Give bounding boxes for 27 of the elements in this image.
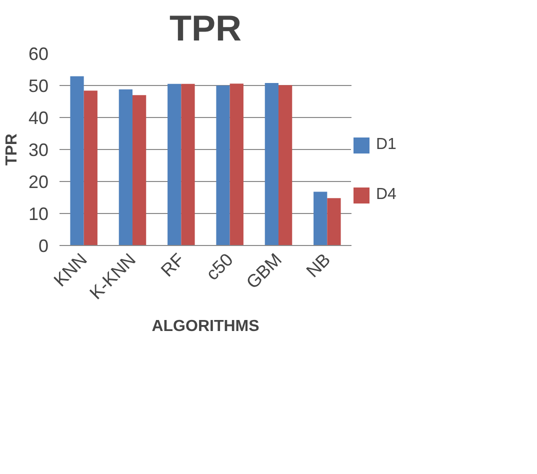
y-tick-label: 60 xyxy=(28,44,49,64)
x-tick-label: RF xyxy=(157,249,188,281)
bar xyxy=(84,90,98,246)
bar xyxy=(216,86,230,246)
x-tick-label: c50 xyxy=(202,249,237,284)
bar xyxy=(118,89,132,246)
bar xyxy=(168,84,182,246)
y-tick-label: 0 xyxy=(38,236,49,256)
legend-label: D1 xyxy=(376,136,396,154)
x-axis-title: ALGORITHMS xyxy=(152,318,260,336)
bar xyxy=(278,85,292,246)
y-tick-label: 40 xyxy=(28,108,49,128)
bar xyxy=(181,84,195,246)
bar xyxy=(230,84,244,246)
bar xyxy=(132,95,146,246)
bar xyxy=(327,198,341,246)
y-axis-title: TPR xyxy=(3,133,20,166)
legend-label: D4 xyxy=(376,186,396,204)
bar xyxy=(314,192,328,246)
chart-title: TPR xyxy=(170,8,242,48)
bar xyxy=(264,82,278,246)
y-tick-label: 20 xyxy=(28,172,49,192)
y-tick-label: 10 xyxy=(28,204,49,224)
y-tick-label: 30 xyxy=(28,140,49,160)
y-tick-label: 50 xyxy=(28,76,49,96)
bar xyxy=(70,76,84,246)
x-tick-label: NB xyxy=(302,249,334,282)
